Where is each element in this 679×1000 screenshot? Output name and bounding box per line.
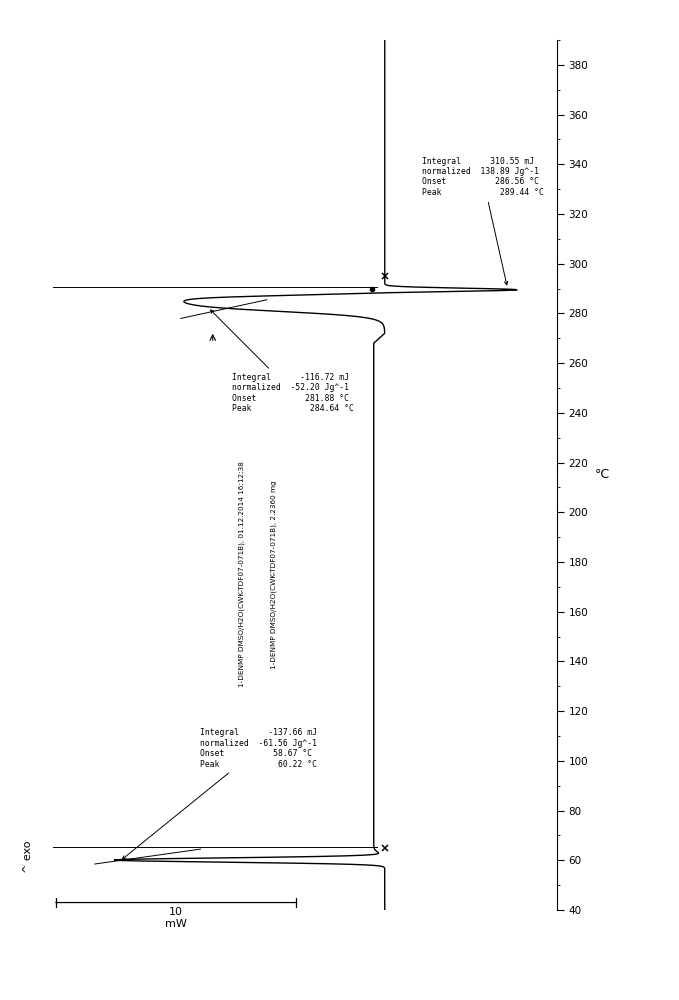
Text: ^ exo: ^ exo [23, 840, 33, 873]
Text: Integral      -137.66 mJ
normalized  -61.56 Jg^-1
Onset          58.67 °C
Peak  : Integral -137.66 mJ normalized -61.56 Jg… [122, 728, 318, 859]
Text: Integral      -116.72 mJ
normalized  -52.20 Jg^-1
Onset          281.88 °C
Peak : Integral -116.72 mJ normalized -52.20 Jg… [210, 310, 354, 413]
Text: 1-DENMP DMSO/H2O(CWK-TDF07-071B), 2.2360 mg: 1-DENMP DMSO/H2O(CWK-TDF07-071B), 2.2360… [271, 480, 278, 669]
Y-axis label: °C: °C [595, 468, 610, 482]
Text: 1-DENMP DMSO/H2O(CWK-TDF07-071B), 01.12.2014 16:12:38: 1-DENMP DMSO/H2O(CWK-TDF07-071B), 01.12.… [239, 461, 246, 687]
Text: 10
mW: 10 mW [165, 907, 187, 929]
Text: Integral      310.55 mJ
normalized  138.89 Jg^-1
Onset          286.56 °C
Peak  : Integral 310.55 mJ normalized 138.89 Jg^… [422, 157, 543, 285]
